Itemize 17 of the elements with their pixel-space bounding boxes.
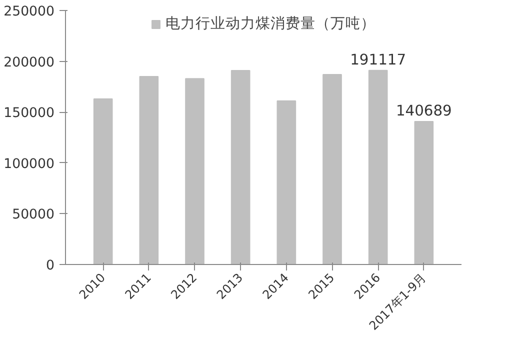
legend-label: 电力行业动力煤消费量（万吨） <box>166 14 376 33</box>
data-label: 140689 <box>396 102 452 120</box>
bar <box>93 98 113 264</box>
y-tick-label: 200000 <box>4 55 55 70</box>
bar <box>414 121 434 264</box>
bar <box>185 78 204 264</box>
y-tick-label: 50000 <box>12 208 55 223</box>
y-tick-label: 150000 <box>4 106 55 122</box>
y-tick-label: 0 <box>46 258 55 274</box>
y-tick-label: 100000 <box>4 156 55 172</box>
bar <box>368 70 388 264</box>
bar <box>230 70 250 264</box>
y-tick-label: 250000 <box>4 4 55 20</box>
bar <box>276 100 296 264</box>
bar <box>139 76 159 264</box>
data-label: 191117 <box>350 51 406 68</box>
bar <box>322 74 342 264</box>
